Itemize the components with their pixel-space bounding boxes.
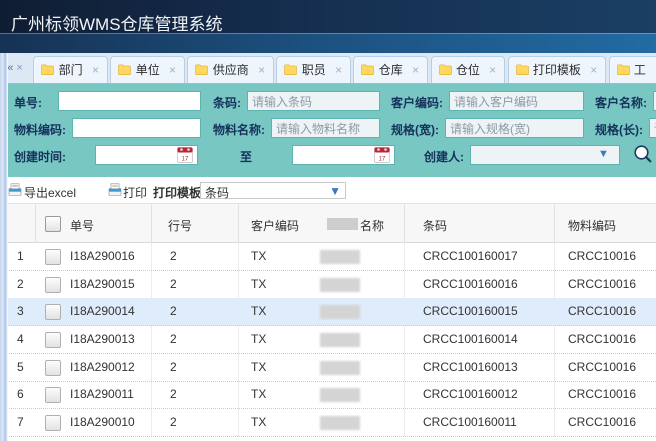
svg-text:17: 17: [379, 157, 386, 163]
svg-text:17: 17: [182, 157, 189, 163]
